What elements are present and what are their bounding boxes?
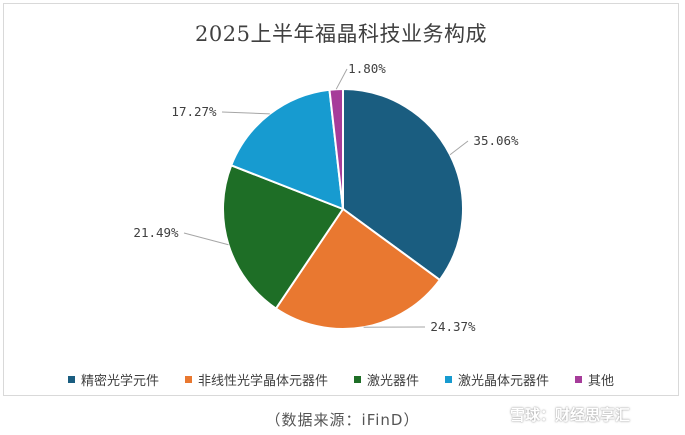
legend-swatch xyxy=(445,376,452,383)
pie-slice xyxy=(229,88,345,211)
watermark: 雪球：财经思享汇 xyxy=(487,404,630,425)
legend-swatch xyxy=(184,376,192,383)
legend-label: 激光晶体元器件 xyxy=(458,374,550,389)
snowball-logo-icon xyxy=(487,406,505,423)
legend-item: 激光器件 xyxy=(353,370,419,389)
leader-line xyxy=(221,111,270,115)
legend-swatch xyxy=(575,376,583,383)
leader-lines xyxy=(183,68,469,328)
pie-slice xyxy=(274,207,442,330)
pie-chart: 35.06% 24.37% 21.49% 17.27% 1.80% xyxy=(133,61,519,334)
pie-slice xyxy=(342,87,464,282)
watermark-text: 雪球：财经思享汇 xyxy=(510,406,631,424)
data-labels: 35.06% 24.37% 21.49% 17.27% 1.80% xyxy=(133,61,519,334)
legend-label: 激光器件 xyxy=(366,374,419,389)
pie-slice xyxy=(222,164,345,310)
data-label: 24.37% xyxy=(430,319,476,334)
legend-label: 其他 xyxy=(588,374,615,389)
legend-swatch xyxy=(67,376,75,383)
data-label: 17.27% xyxy=(171,104,217,119)
chart-title: 2025上半年福晶科技业务构成 xyxy=(195,22,487,46)
leader-line xyxy=(449,140,469,156)
legend-item: 精密光学元件 xyxy=(67,370,159,389)
legend-item: 激光晶体元器件 xyxy=(445,370,549,389)
data-label: 1.80% xyxy=(348,61,386,76)
chart-area: 2025上半年福晶科技业务构成 35.06% 24.37% 21.49% 17.27%… xyxy=(3,3,679,396)
leader-line xyxy=(335,68,348,90)
leader-line xyxy=(183,232,229,246)
source-note: （数据来源：iFinD） xyxy=(265,411,420,429)
pie-slices xyxy=(222,87,464,330)
legend-item: 非线性光学晶体元器件 xyxy=(184,370,328,389)
data-label: 35.06% xyxy=(473,133,519,148)
legend-item: 其他 xyxy=(575,370,614,389)
legend: 精密光学元件 非线性光学晶体元器件 激光器件 激光晶体元器件 其他 xyxy=(4,370,678,389)
legend-swatch xyxy=(353,376,361,383)
data-label: 21.49% xyxy=(133,225,179,240)
legend-label: 精密光学元件 xyxy=(80,374,159,389)
legend-label: 非线性光学晶体元器件 xyxy=(197,374,328,389)
